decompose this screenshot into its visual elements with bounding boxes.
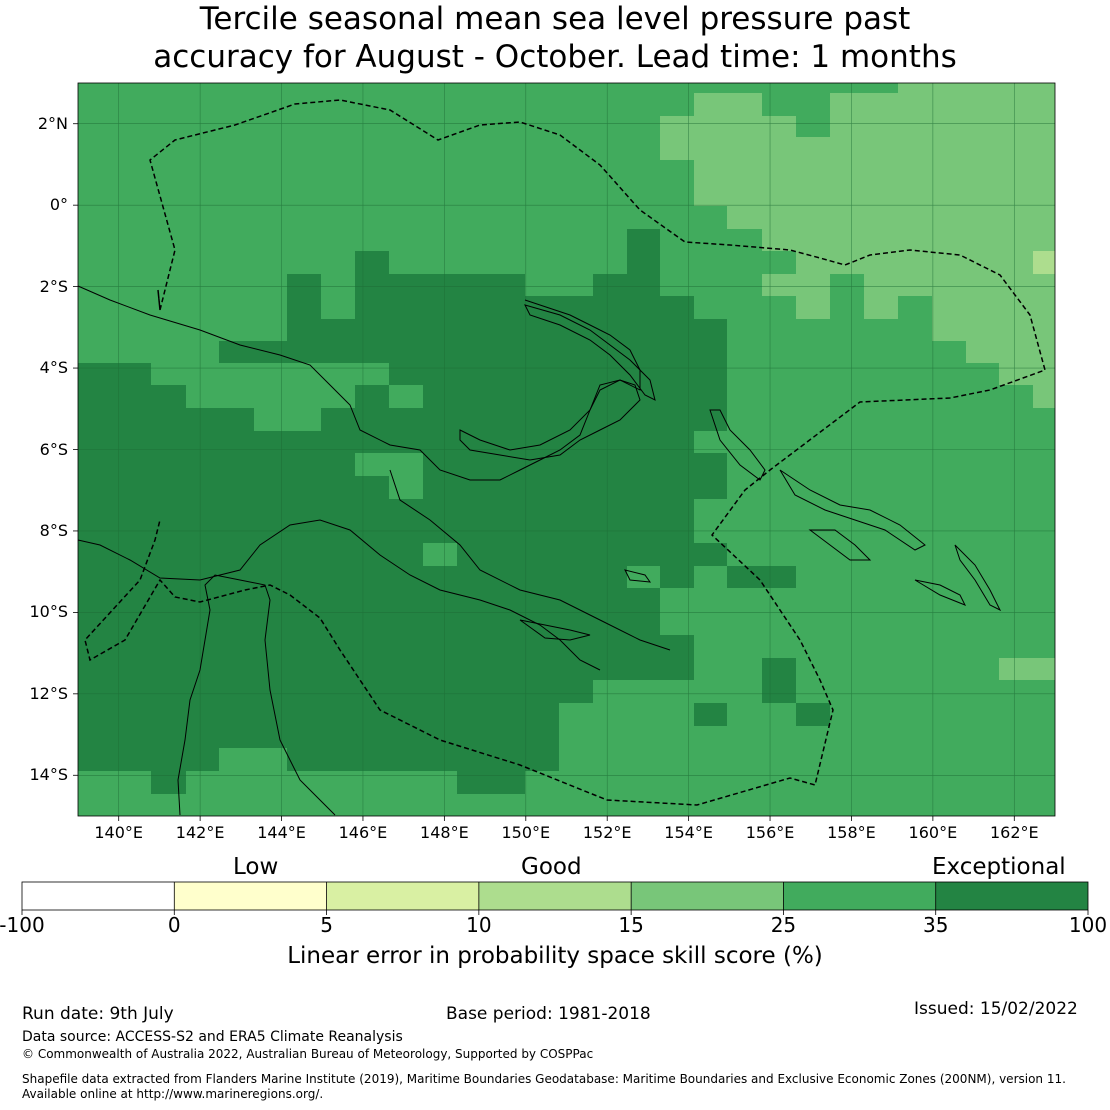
colorbar-tick-label: 35 [922, 913, 949, 937]
y-tick-label: 12°S [29, 683, 68, 703]
light-region-north [660, 83, 1055, 408]
colorbar-segment [783, 882, 936, 910]
y-tick-label: 2°N [37, 113, 68, 133]
solomon-islands-4 [954, 544, 1002, 612]
dark-region-cell-1 [694, 703, 727, 726]
category-good: Good [521, 854, 582, 880]
louisiade-archipelago [519, 619, 591, 641]
colorbar-segment [631, 882, 784, 910]
colorbar-segment [326, 882, 479, 910]
run-date: Run date: 9th July [22, 1004, 174, 1024]
colorbar-tick-label: 15 [618, 913, 644, 937]
title-line-2: accuracy for August - October. Lead time… [153, 39, 957, 75]
category-exceptional: Exceptional [932, 854, 1066, 880]
bougainville [709, 409, 766, 481]
issued-date: Issued: 15/02/2022 [914, 999, 1078, 1019]
category-low: Low [233, 854, 279, 880]
solomon-islands-3 [914, 579, 967, 606]
colorbar-label: Linear error in probability space skill … [287, 943, 823, 969]
x-tick-label: 148°E [420, 823, 469, 842]
dark-region-cell-4 [727, 566, 796, 588]
mid-cell-1 [389, 385, 423, 408]
y-tick-label: 2°S [39, 276, 68, 296]
dark-region-cell-2 [762, 658, 796, 703]
colorbar-segment [174, 882, 327, 910]
y-tick-label: 14°S [29, 765, 68, 785]
y-tick-label: 10°S [29, 602, 68, 622]
y-tick-label: 0° [49, 195, 68, 215]
x-tick-label: 150°E [501, 823, 551, 842]
x-tick-label: 140°E [94, 823, 144, 842]
solomon-islands-2 [808, 529, 872, 561]
data-source: Data source: ACCESS-S2 and ERA5 Climate … [22, 1029, 403, 1045]
y-tick-label: 8°S [39, 520, 68, 540]
chart-title: Tercile seasonal mean sea level pressure… [0, 0, 1110, 76]
y-tick-label: 4°S [39, 358, 68, 378]
new-ireland [524, 304, 656, 401]
x-tick-label: 156°E [745, 823, 795, 842]
trobriand-islands [624, 569, 652, 583]
light-region-east [999, 658, 1055, 680]
x-tick-label: 160°E [908, 823, 958, 842]
colorbar-frame [21, 881, 1089, 911]
x-tick-marks [118, 816, 1015, 821]
x-tick-label: 158°E [827, 823, 876, 842]
x-tick-label: 152°E [582, 823, 632, 842]
colorbar-tick-label: 5 [320, 913, 333, 937]
new-guinea-north-coast [77, 285, 641, 481]
colorbar-segment [935, 882, 1088, 910]
colorbar-segment [478, 882, 632, 910]
new-britain [459, 379, 641, 461]
colorbar-tick-label: -100 [0, 913, 45, 937]
colorbar-tick-label: 25 [770, 913, 797, 937]
new-guinea-south-coast [77, 519, 601, 671]
dark-region-main [78, 229, 727, 794]
graticule [78, 83, 1055, 816]
x-tick-label: 142°E [175, 823, 225, 842]
new-guinea-southeast-coast [389, 469, 671, 651]
dark-region-cell-3 [796, 703, 830, 726]
mid-cell-4 [321, 274, 355, 319]
coastlines [77, 285, 1002, 816]
y-tick-label: 6°S [39, 439, 68, 459]
mid-cell-5 [627, 566, 660, 588]
shapefile-credit: Shapefile data extracted from Flanders M… [22, 1072, 1066, 1086]
mid-cell-2 [355, 453, 423, 499]
australia-cape-york [177, 574, 336, 816]
y-tick-marks [73, 123, 78, 776]
colorbar-tick-label: 10 [466, 913, 492, 937]
x-tick-label: 146°E [338, 823, 388, 842]
solomon-islands-1 [779, 469, 926, 551]
colorbar-segment [22, 882, 175, 910]
title-line-1: Tercile seasonal mean sea level pressure… [199, 1, 911, 37]
lightest-cell [1033, 251, 1055, 274]
eez-boundary [84, 99, 1046, 806]
shapefile-url: Available online at http://www.marinereg… [22, 1087, 324, 1101]
eez-png [84, 99, 1046, 806]
colorbar [21, 881, 1089, 915]
x-tick-label: 154°E [664, 823, 713, 842]
copyright: © Commonwealth of Australia 2022, Austra… [22, 1047, 594, 1061]
x-tick-label: 162°E [989, 823, 1039, 842]
mid-cell-3 [423, 543, 457, 566]
colorbar-tick-label: 100 [1068, 913, 1108, 937]
colorbar-tick-label: 0 [167, 913, 181, 937]
x-tick-label: 144°E [257, 823, 306, 842]
skill-cells [78, 83, 1055, 794]
base-period: Base period: 1981-2018 [446, 1004, 651, 1024]
